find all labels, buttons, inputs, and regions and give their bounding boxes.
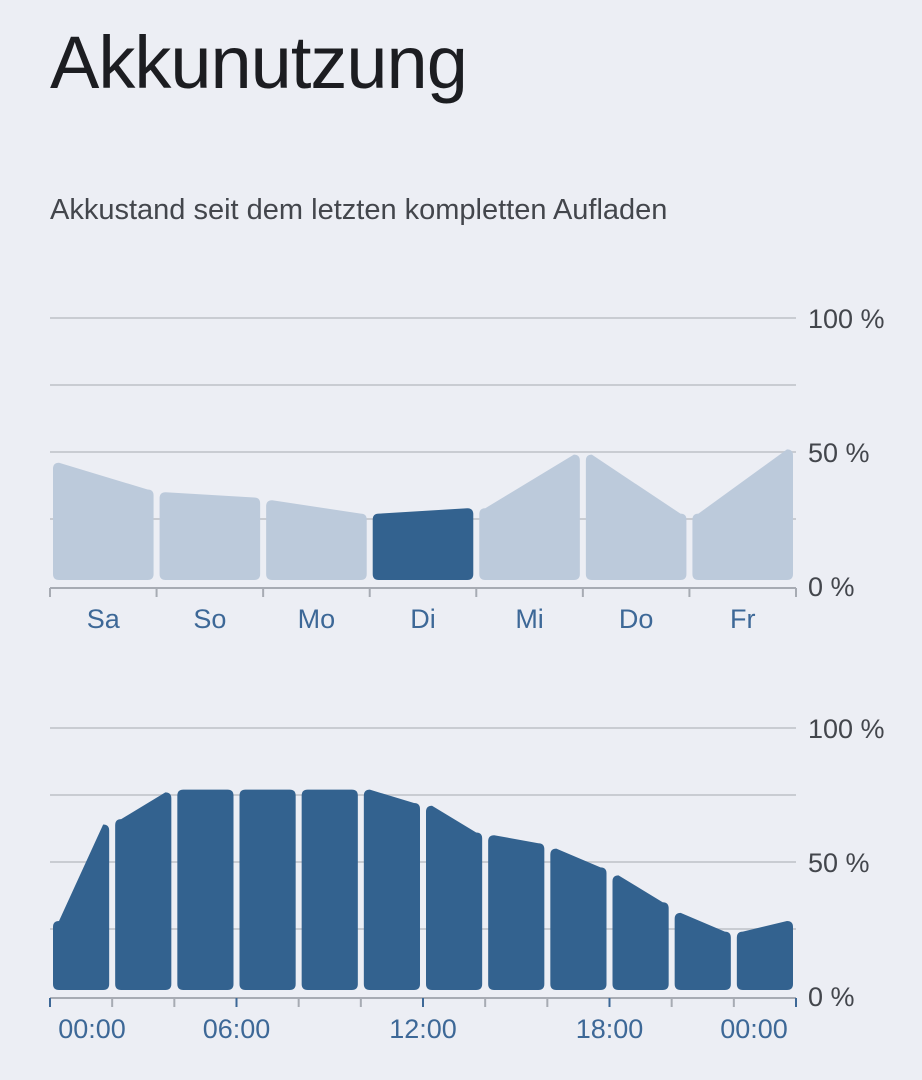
x-tick-label[interactable]: Mo — [298, 604, 336, 634]
daily-axis — [49, 997, 797, 1007]
y-tick-label: 100 % — [808, 304, 885, 334]
weekly-y-tick-labels: 0 % 50 % 100 % — [808, 304, 885, 602]
x-tick-label: 00:00 — [58, 1014, 126, 1044]
y-tick-label: 50 % — [808, 438, 870, 468]
hour-bar[interactable] — [301, 789, 358, 990]
y-tick-label: 50 % — [808, 848, 870, 878]
hour-bar[interactable] — [488, 835, 545, 990]
day-bar[interactable] — [585, 454, 687, 580]
weekly-battery-chart: 0 % 50 % 100 % Sa So Mo Di Mi Do Fr — [49, 304, 885, 634]
x-tick-label[interactable]: Fr — [730, 604, 755, 634]
x-tick-label: 18:00 — [576, 1014, 644, 1044]
hour-bar[interactable] — [736, 920, 793, 990]
x-tick-label: 06:00 — [203, 1014, 271, 1044]
y-tick-label: 100 % — [808, 714, 885, 744]
hour-bar[interactable] — [239, 789, 296, 990]
hour-bar[interactable] — [177, 789, 234, 990]
daily-grid — [50, 727, 796, 930]
daily-x-tick-labels: 00:00 06:00 12:00 18:00 00:00 — [58, 1014, 788, 1044]
hour-bar[interactable] — [363, 789, 420, 990]
x-tick-label[interactable]: Di — [410, 604, 436, 634]
y-tick-label: 0 % — [808, 572, 855, 602]
daily-y-tick-labels: 0 % 50 % 100 % — [808, 714, 885, 1012]
hour-bar[interactable] — [426, 805, 483, 990]
day-bar[interactable] — [692, 449, 793, 580]
weekly-x-tick-labels[interactable]: Sa So Mo Di Mi Do Fr — [87, 604, 756, 634]
hour-bar[interactable] — [612, 875, 669, 990]
weekly-grid — [50, 317, 796, 520]
day-bar[interactable] — [372, 508, 474, 580]
page-subtitle: Akkustand seit dem letzten kompletten Au… — [50, 194, 668, 226]
hour-bar[interactable] — [53, 824, 110, 990]
day-bar[interactable] — [53, 462, 154, 580]
day-bar[interactable] — [479, 454, 580, 580]
hour-bar[interactable] — [674, 912, 731, 990]
day-bar[interactable] — [266, 500, 367, 580]
day-bar[interactable] — [159, 492, 261, 580]
x-tick-label[interactable]: Sa — [87, 604, 121, 634]
page-title: Akkunutzung — [50, 21, 468, 104]
weekly-axis — [49, 587, 797, 597]
x-tick-label[interactable]: So — [193, 604, 226, 634]
x-tick-label: 00:00 — [720, 1014, 788, 1044]
hour-bar[interactable] — [550, 848, 607, 990]
hour-bar[interactable] — [115, 792, 172, 990]
daily-bars[interactable] — [53, 789, 793, 990]
weekly-bars[interactable] — [53, 449, 793, 580]
x-tick-label[interactable]: Do — [619, 604, 654, 634]
x-tick-label[interactable]: Mi — [515, 604, 544, 634]
x-tick-label: 12:00 — [389, 1014, 457, 1044]
daily-battery-chart: 0 % 50 % 100 % 00:00 06:00 12:00 18:00 00:00 — [49, 714, 885, 1044]
y-tick-label: 0 % — [808, 982, 855, 1012]
